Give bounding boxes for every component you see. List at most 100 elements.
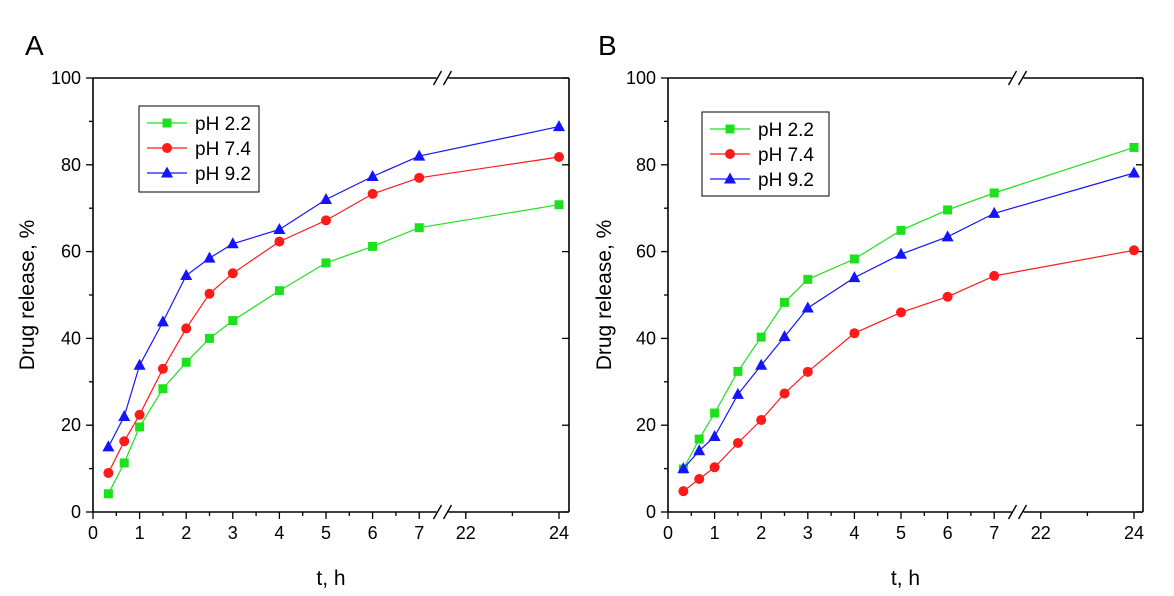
data-point-ph-7-4	[756, 414, 767, 425]
axis-break-gap	[1011, 509, 1024, 515]
y-tick-label: 20	[636, 415, 656, 435]
data-point-ph-7-4	[274, 236, 285, 247]
data-point-ph-2-2	[368, 241, 378, 251]
data-point-ph-2-2	[896, 225, 906, 235]
x-axis-title: t, h	[316, 567, 345, 590]
data-point-ph-9-2	[731, 387, 744, 399]
data-point-ph-7-4	[134, 409, 145, 420]
y-tick-label: 40	[61, 328, 81, 348]
x-tick-label: 4	[849, 523, 859, 543]
series-line-ph-7-4	[683, 249, 1135, 492]
chart-panel-b: B 0 20 40 60 80 100 0 1 2 3 4 5 6 7 22 24 t, h Drug releas…	[593, 30, 1144, 590]
data-point-ph-7-4	[414, 172, 425, 183]
data-point-ph-2-2	[119, 458, 129, 468]
x-tick-label: 4	[274, 523, 284, 543]
data-point-ph-9-2	[273, 222, 286, 234]
axis-break-mark	[442, 70, 453, 86]
data-point-ph-2-2	[710, 408, 720, 418]
legend-marker-ph-7-4	[162, 143, 172, 153]
axis-break-mark	[432, 504, 443, 520]
data-point-ph-9-2	[755, 358, 768, 370]
panel-label: A	[25, 30, 44, 61]
x-tick-label: 7	[414, 523, 424, 543]
y-tick-label: 100	[626, 68, 656, 88]
data-point-ph-2-2	[756, 332, 766, 342]
x-tick-label: 22	[456, 523, 476, 543]
data-point-ph-2-2	[274, 286, 284, 296]
data-point-ph-9-2	[895, 247, 907, 259]
y-tick-label: 20	[61, 415, 81, 435]
data-point-ph-7-4	[227, 268, 238, 279]
axis-break-mark	[1017, 504, 1028, 520]
legend-label-ph-7-4: pH 7.4	[195, 139, 251, 160]
y-tick-label: 60	[636, 242, 656, 262]
data-point-ph-2-2	[158, 384, 168, 394]
x-tick-label: 1	[135, 523, 145, 543]
data-point-ph-2-2	[554, 200, 564, 210]
axis-break-gap	[436, 509, 449, 515]
legend-marker-ph-2-2	[162, 118, 172, 128]
x-tick-label: 1	[710, 523, 720, 543]
axis-break-mark	[432, 70, 443, 86]
x-tick-label: 3	[803, 523, 813, 543]
axis-break-gap	[1011, 75, 1024, 81]
data-point-ph-7-4	[989, 270, 1000, 281]
data-point-ph-9-2	[778, 330, 791, 342]
y-tick-label: 0	[646, 502, 656, 522]
data-point-ph-2-2	[205, 333, 214, 343]
data-point-ph-7-4	[896, 307, 906, 318]
data-point-ph-9-2	[693, 444, 706, 456]
data-point-ph-9-2	[553, 120, 565, 132]
axis-break-mark	[1007, 504, 1018, 520]
x-tick-label: 22	[1031, 523, 1051, 543]
x-tick-label: 5	[896, 523, 906, 543]
data-point-ph-7-4	[1129, 245, 1139, 256]
data-point-ph-2-2	[943, 205, 953, 215]
data-point-ph-9-2	[677, 462, 690, 474]
data-point-ph-2-2	[414, 223, 424, 233]
data-point-ph-9-2	[988, 206, 1001, 218]
data-point-ph-7-4	[157, 363, 168, 374]
data-point-ph-9-2	[133, 358, 146, 370]
data-point-ph-7-4	[678, 486, 689, 497]
x-tick-label: 5	[321, 523, 331, 543]
axis-break-mark	[442, 504, 453, 520]
x-tick-label: 0	[663, 523, 673, 543]
data-point-ph-7-4	[802, 366, 813, 377]
x-tick-label: 24	[549, 523, 569, 543]
data-point-ph-7-4	[694, 474, 705, 485]
data-point-ph-9-2	[320, 193, 332, 205]
x-tick-label: 6	[943, 523, 953, 543]
x-tick-label: 2	[756, 523, 766, 543]
y-tick-label: 60	[61, 242, 81, 262]
y-tick-label: 80	[61, 155, 81, 175]
y-axis-title: Drug release, %	[593, 220, 616, 371]
data-point-ph-2-2	[1129, 142, 1139, 152]
data-point-ph-9-2	[848, 271, 861, 283]
legend-label-ph-9-2: pH 9.2	[758, 170, 814, 191]
data-point-ph-9-2	[118, 410, 131, 422]
legend-label-ph-2-2: pH 2.2	[758, 120, 814, 141]
data-point-ph-7-4	[732, 437, 743, 448]
y-axis-title: Drug release, %	[16, 220, 39, 371]
axis-break-gap	[436, 75, 449, 81]
legend-label-ph-2-2: pH 2.2	[195, 114, 251, 135]
legend-marker-ph-7-4	[725, 149, 735, 159]
data-point-ph-9-2	[102, 440, 115, 452]
chart-panel-a: A 0 20 40 60 80 100 0 1 2 3 4 5 6 7 22 24 t, h Drug releas…	[16, 30, 570, 590]
data-point-ph-2-2	[780, 297, 789, 307]
legend-label-ph-9-2: pH 9.2	[195, 164, 251, 185]
data-point-ph-2-2	[135, 422, 145, 432]
data-point-ph-2-2	[103, 489, 113, 499]
data-point-ph-7-4	[849, 328, 860, 339]
legend: pH 2.2 pH 7.4 pH 9.2	[138, 105, 260, 193]
legend-marker-ph-2-2	[725, 124, 735, 134]
data-point-ph-9-2	[180, 268, 193, 280]
data-point-ph-2-2	[803, 274, 813, 284]
x-tick-label: 3	[228, 523, 238, 543]
data-point-ph-7-4	[119, 436, 130, 447]
data-point-ph-9-2	[413, 149, 426, 161]
y-tick-label: 100	[51, 68, 81, 88]
panel-label: B	[598, 30, 617, 61]
